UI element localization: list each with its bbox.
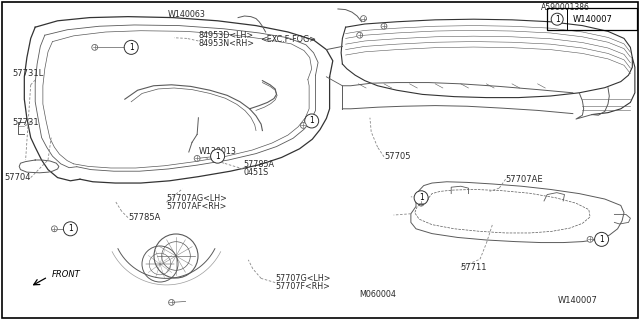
Circle shape <box>124 40 138 54</box>
Text: A590001386: A590001386 <box>541 4 589 12</box>
Text: W140007: W140007 <box>558 296 598 305</box>
Circle shape <box>92 44 98 50</box>
Circle shape <box>63 222 77 236</box>
Text: <EXC.F-FOG>: <EXC.F-FOG> <box>260 35 316 44</box>
Text: 57707AG<LH>: 57707AG<LH> <box>166 194 227 203</box>
Text: 0451S: 0451S <box>243 168 268 177</box>
Text: 57704: 57704 <box>4 173 31 182</box>
Circle shape <box>211 149 225 163</box>
Circle shape <box>418 200 424 206</box>
Text: 84953N<RH>: 84953N<RH> <box>198 39 255 48</box>
Circle shape <box>51 226 58 232</box>
Text: 1: 1 <box>309 116 314 125</box>
Text: 1: 1 <box>599 235 604 244</box>
Text: 57707G<LH>: 57707G<LH> <box>275 274 331 283</box>
Circle shape <box>381 23 387 29</box>
Text: 1: 1 <box>419 193 424 202</box>
Text: W140063: W140063 <box>168 10 205 19</box>
Text: 1: 1 <box>129 43 134 52</box>
Circle shape <box>356 32 363 38</box>
Circle shape <box>168 300 175 305</box>
Circle shape <box>305 114 319 128</box>
Circle shape <box>360 16 367 21</box>
Circle shape <box>414 191 428 205</box>
Text: M060004: M060004 <box>360 290 397 299</box>
Circle shape <box>551 13 563 25</box>
Text: 57707AF<RH>: 57707AF<RH> <box>166 202 227 211</box>
Text: 57707F<RH>: 57707F<RH> <box>275 282 330 291</box>
Text: 1: 1 <box>555 15 559 24</box>
Circle shape <box>300 123 307 128</box>
Circle shape <box>587 236 593 242</box>
Text: W140007: W140007 <box>573 15 613 24</box>
Text: 57731L: 57731L <box>13 69 44 78</box>
Text: 57785A: 57785A <box>243 160 274 169</box>
Text: FRONT: FRONT <box>52 270 81 279</box>
Text: 57731: 57731 <box>13 118 40 127</box>
Circle shape <box>194 156 200 161</box>
Text: 84953D<LH>: 84953D<LH> <box>198 31 253 40</box>
Circle shape <box>595 232 609 246</box>
Text: 57705: 57705 <box>384 152 410 161</box>
Text: 1: 1 <box>215 152 220 161</box>
Text: W130013: W130013 <box>198 148 236 156</box>
Text: 57707AE: 57707AE <box>506 175 543 184</box>
Text: 1: 1 <box>68 224 73 233</box>
Text: 57711: 57711 <box>461 263 487 272</box>
Text: 57785A: 57785A <box>128 213 161 222</box>
Bar <box>547 8 637 30</box>
